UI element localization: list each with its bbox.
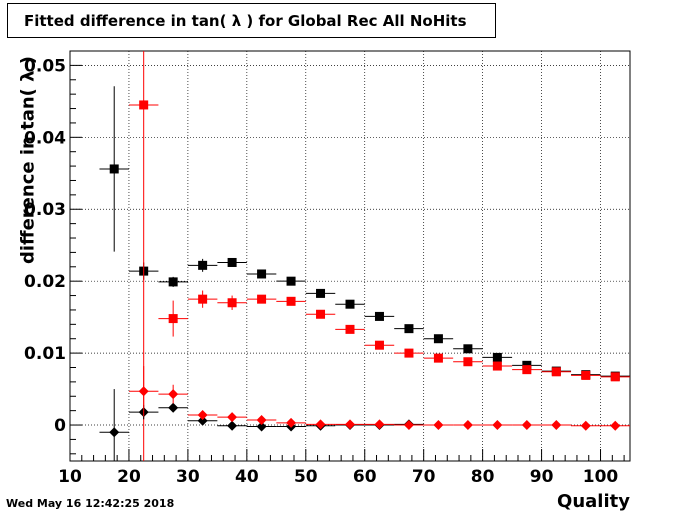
data-point-square bbox=[168, 277, 178, 287]
data-point-diamond bbox=[580, 420, 591, 431]
data-point-diamond bbox=[227, 412, 238, 423]
data-point-diamond bbox=[168, 389, 179, 400]
x-tick-label: 80 bbox=[471, 467, 495, 487]
data-point-diamond bbox=[345, 419, 355, 430]
data-point-square bbox=[492, 361, 502, 371]
x-tick-label: 90 bbox=[530, 467, 554, 487]
x-tick-label: 50 bbox=[294, 467, 318, 487]
data-point-square bbox=[227, 298, 237, 308]
data-point-diamond bbox=[197, 415, 208, 426]
data-point-square bbox=[316, 309, 326, 319]
x-tick-label: 100 bbox=[583, 467, 619, 487]
data-point-square bbox=[198, 260, 208, 270]
y-tick-label: 0.01 bbox=[24, 344, 66, 364]
data-point-square bbox=[198, 294, 208, 304]
data-point-square bbox=[463, 344, 473, 354]
data-point-square bbox=[551, 367, 561, 377]
y-tick-label: 0.02 bbox=[24, 272, 66, 292]
x-tick-label: 70 bbox=[412, 467, 436, 487]
data-point-diamond bbox=[315, 419, 326, 430]
data-point-square bbox=[286, 296, 296, 306]
data-point-square bbox=[433, 353, 443, 363]
data-point-square bbox=[522, 365, 532, 375]
y-tick-label: 0.03 bbox=[24, 200, 66, 220]
data-point-diamond bbox=[374, 419, 385, 430]
data-point-diamond bbox=[433, 420, 444, 431]
timestamp: Wed May 16 12:42:25 2018 bbox=[6, 497, 175, 510]
data-point-square bbox=[286, 276, 296, 286]
data-point-diamond bbox=[197, 409, 208, 420]
data-point-square bbox=[374, 340, 384, 350]
data-point-square bbox=[316, 288, 326, 298]
data-point-diamond bbox=[138, 386, 149, 397]
plot-frame bbox=[69, 50, 631, 462]
chart-title: Fitted difference in tan( λ ) for Global… bbox=[7, 3, 496, 38]
data-point-square bbox=[227, 257, 237, 267]
data-point-square bbox=[404, 348, 414, 358]
data-point-square bbox=[463, 357, 473, 367]
x-tick-label: 20 bbox=[117, 467, 141, 487]
data-point-square bbox=[109, 164, 119, 174]
data-point-square bbox=[492, 352, 502, 362]
x-tick-label: 60 bbox=[353, 467, 377, 487]
x-tick-label: 10 bbox=[58, 467, 82, 487]
data-point-diamond bbox=[521, 420, 532, 431]
data-point-diamond bbox=[109, 427, 120, 438]
data-point-square bbox=[345, 299, 355, 309]
y-tick-label: 0 bbox=[54, 416, 66, 436]
x-axis-label: Quality bbox=[557, 491, 630, 512]
data-point-diamond bbox=[256, 415, 267, 425]
data-point-square bbox=[139, 100, 149, 110]
data-point-diamond bbox=[256, 421, 267, 432]
data-point-square bbox=[610, 372, 620, 382]
data-point-square bbox=[581, 370, 591, 380]
data-point-diamond bbox=[286, 417, 297, 428]
data-point-diamond bbox=[403, 420, 414, 431]
data-point-square bbox=[433, 334, 443, 344]
data-point-diamond bbox=[492, 420, 503, 431]
data-point-square bbox=[404, 324, 414, 334]
data-point-diamond bbox=[462, 420, 473, 431]
data-point-square bbox=[168, 314, 178, 324]
data-point-diamond bbox=[168, 402, 179, 413]
data-point-diamond bbox=[227, 420, 238, 431]
data-point-diamond bbox=[551, 420, 562, 431]
y-tick-label: 0.05 bbox=[24, 56, 66, 76]
y-axis-label: difference in tan( λ ) bbox=[17, 55, 39, 265]
data-point-square bbox=[345, 324, 355, 334]
data-point-diamond bbox=[610, 420, 621, 431]
data-point-square bbox=[257, 294, 267, 304]
data-point-square bbox=[257, 269, 267, 279]
data-point-square bbox=[374, 311, 384, 321]
x-tick-label: 40 bbox=[235, 467, 259, 487]
y-tick-label: 0.04 bbox=[24, 128, 66, 148]
x-tick-label: 30 bbox=[176, 467, 200, 487]
